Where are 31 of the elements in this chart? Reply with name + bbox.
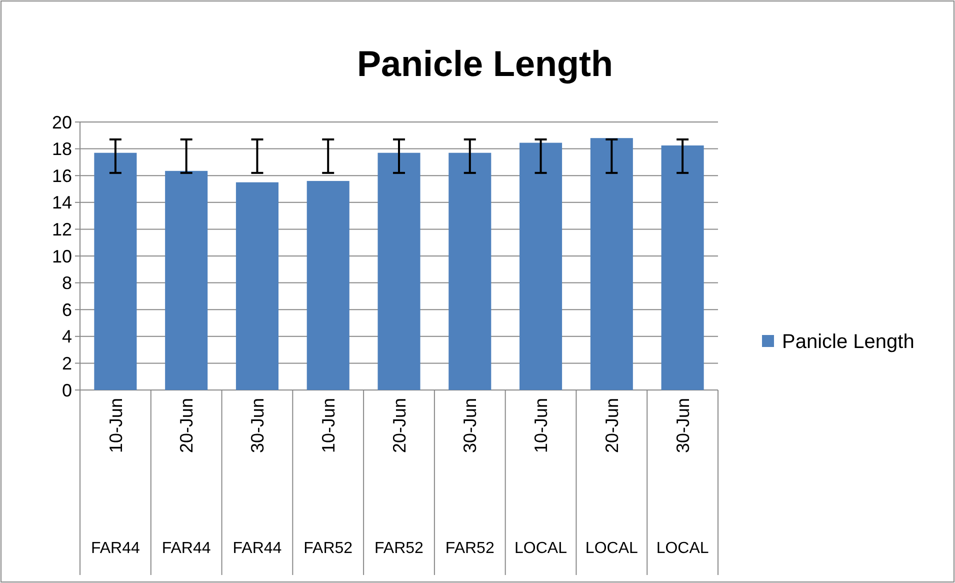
y-tick-label: 20: [52, 112, 72, 132]
category-label: 20-Jun FAR44: [162, 398, 211, 557]
y-tick-label: 16: [52, 166, 72, 186]
chart-title: Panicle Length: [356, 43, 614, 84]
y-tick-label: 0: [62, 380, 72, 400]
y-tick-label: 8: [62, 273, 72, 294]
y-tick-label: 12: [52, 220, 72, 240]
bar: [94, 152, 137, 390]
bar: [306, 180, 350, 390]
y-tick-label: 6: [62, 300, 72, 320]
bar: [520, 142, 562, 390]
legend-label: Panicle Length: [782, 331, 914, 353]
bar: [378, 152, 420, 390]
bar: [590, 138, 633, 390]
bar: [236, 182, 278, 390]
y-tick-label: 18: [52, 139, 72, 160]
bar: [448, 152, 492, 390]
category-label: 20-Jun FAR52: [374, 398, 424, 557]
category-label: 10-Jun FAR52: [304, 398, 353, 557]
bar: [661, 145, 704, 390]
y-tick-label: 4: [62, 326, 72, 347]
y-tick-label: 14: [52, 192, 72, 213]
category-label: 10-Jun LOCAL: [514, 398, 568, 557]
y-tick-label: 10: [52, 246, 72, 266]
category-label: 20-Jun LOCAL: [585, 398, 638, 557]
bar: [165, 170, 208, 390]
category-label: 30-Jun LOCAL: [656, 398, 709, 557]
category-label: 10-Jun FAR44: [90, 398, 140, 557]
category-label: 30-Jun FAR52: [445, 398, 494, 557]
category-label: 30-Jun FAR44: [232, 398, 282, 557]
y-tick-label: 2: [62, 354, 72, 374]
